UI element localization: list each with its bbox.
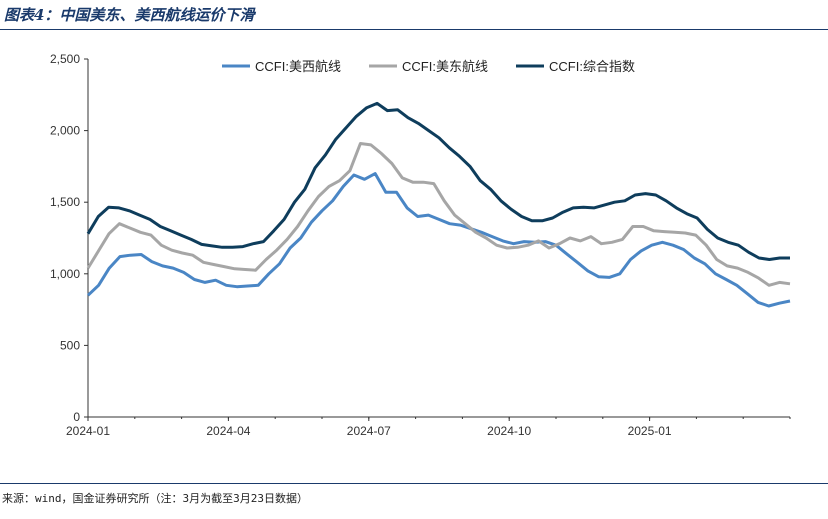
y-tick-label: 500 — [60, 338, 80, 352]
y-tick-label: 2,000 — [50, 124, 80, 138]
x-tick-label: 2024-07 — [347, 424, 391, 438]
legend-label-composite: CCFI:综合指数 — [549, 59, 635, 74]
chart-legend: CCFI:美西航线 CCFI:美东航线 CCFI:综合指数 — [222, 59, 635, 74]
legend-label-east: CCFI:美东航线 — [402, 59, 488, 74]
x-tick-label: 2024-04 — [206, 424, 250, 438]
footer-divider — [0, 483, 828, 484]
chart-series — [86, 101, 791, 308]
title-divider — [0, 29, 828, 30]
series-line-west — [86, 172, 791, 308]
y-tick-label: 1,500 — [50, 195, 80, 209]
series-line-composite — [86, 101, 790, 261]
y-tick-label: 2,500 — [50, 52, 80, 66]
x-tick-label: 2024-10 — [487, 424, 531, 438]
series-line-east — [86, 142, 791, 287]
y-tick-label: 0 — [73, 410, 80, 424]
x-tick-label: 2025-01 — [628, 424, 672, 438]
legend-label-west: CCFI:美西航线 — [255, 59, 341, 74]
line-chart: 0 500 1,000 1,500 2,000 2,500 2024-01 2024-04 20… — [50, 52, 791, 438]
source-note: 来源：wind，国金证券研究所（注：3月为截至3月23日数据） — [2, 492, 308, 505]
y-tick-label: 1,000 — [50, 267, 80, 281]
chart-axes: 0 500 1,000 1,500 2,000 2,500 2024-01 2024-04 20… — [50, 52, 791, 438]
x-tick-label: 2024-01 — [66, 424, 110, 438]
figure-title: 图表4：中国美东、美西航线运价下滑 — [4, 6, 255, 24]
